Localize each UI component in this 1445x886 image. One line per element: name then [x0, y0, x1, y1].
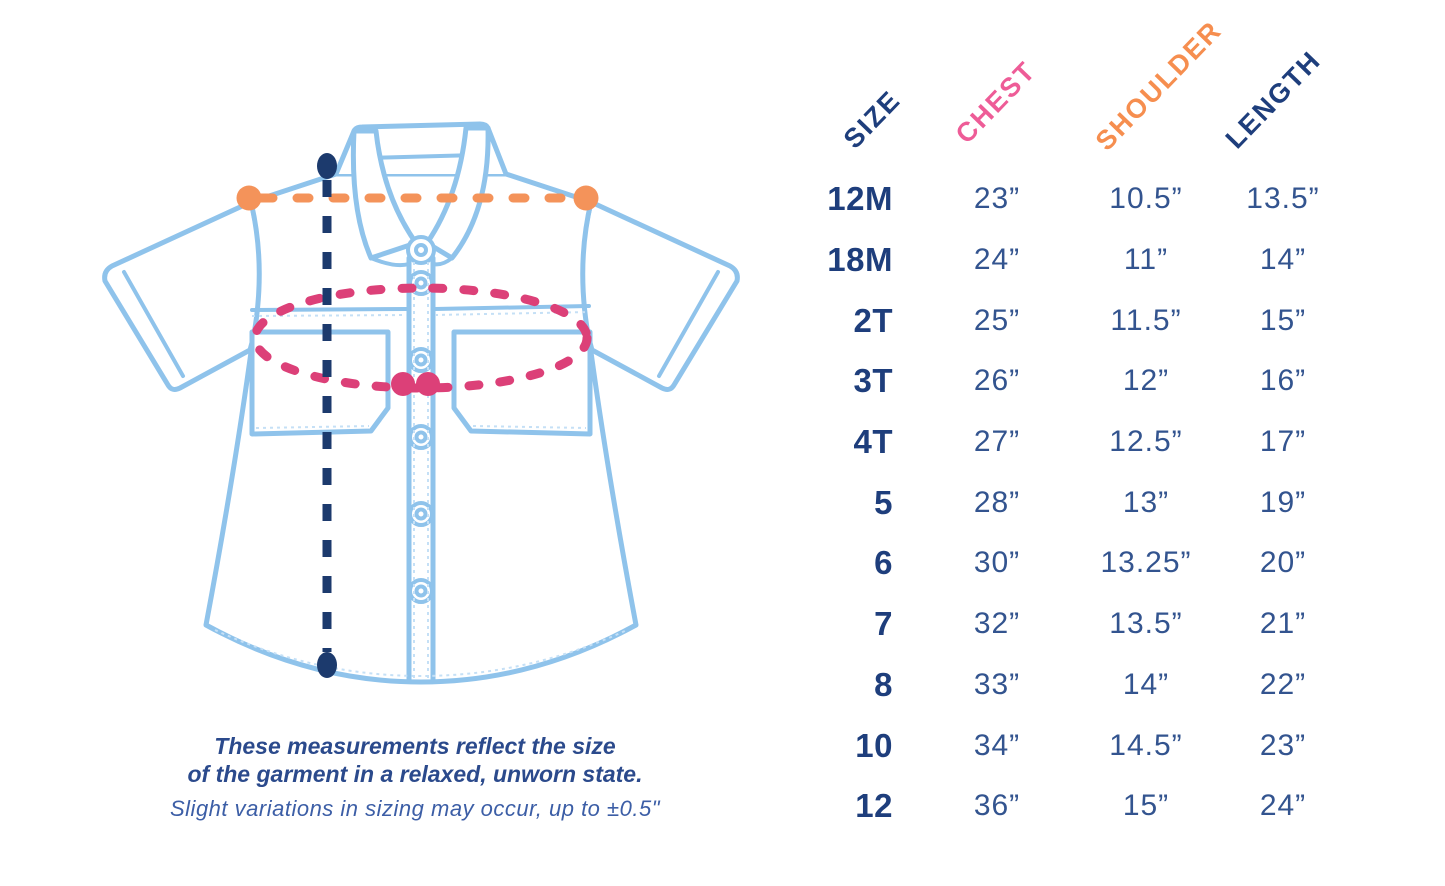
- length-value: 21”: [1259, 607, 1307, 641]
- length-value: 17”: [1259, 425, 1307, 459]
- shoulder-value: 14.5”: [1109, 728, 1183, 762]
- length-value: 13.5”: [1246, 182, 1320, 216]
- column-header-size: SIZE: [837, 84, 907, 155]
- size-label: 6: [874, 544, 893, 582]
- chest-value: 36”: [973, 789, 1021, 823]
- length-measure-dot-top: [317, 153, 337, 179]
- shoulder-value: 13.25”: [1100, 546, 1192, 580]
- size-label: 4T: [853, 423, 893, 461]
- length-measure-dot-bottom: [317, 652, 337, 678]
- shirt-collar-band-inner: [363, 153, 479, 160]
- length-value: 14”: [1259, 243, 1307, 277]
- size-label: 3T: [853, 362, 893, 400]
- chest-value: 34”: [973, 728, 1021, 762]
- length-value: 23”: [1259, 728, 1307, 762]
- shoulder-measure-dot-left: [236, 185, 262, 211]
- chest-value: 23”: [973, 182, 1021, 216]
- shirt-illustration: [102, 121, 740, 685]
- chest-value: 28”: [973, 485, 1021, 519]
- chest-value: 25”: [973, 303, 1021, 337]
- chest-measure-dot-right: [416, 372, 440, 396]
- shirt-neckline: [369, 256, 454, 268]
- note-line-1: These measurements reflect the size: [214, 733, 616, 759]
- size-label: 12M: [827, 180, 893, 218]
- shirt-right-sleeve: [579, 199, 740, 392]
- column-header-chest: CHEST: [949, 55, 1042, 150]
- note-line-2: of the garment in a relaxed, unworn stat…: [187, 761, 643, 787]
- size-label: 2T: [853, 301, 893, 339]
- shirt-right-pocket: [451, 329, 593, 437]
- shirt-left-pocket: [249, 329, 391, 437]
- column-header-length: LENGTH: [1219, 44, 1327, 155]
- chest-measure-dot-left: [391, 372, 415, 396]
- length-value: 16”: [1259, 364, 1307, 398]
- shoulder-value: 12”: [1122, 364, 1170, 398]
- length-value: 15”: [1259, 303, 1307, 337]
- length-measure: [317, 153, 337, 678]
- shirt-left-cuff-line: [122, 270, 185, 378]
- shoulder-value: 11”: [1123, 243, 1169, 277]
- chest-value: 24”: [973, 243, 1021, 277]
- size-label: 8: [874, 665, 893, 703]
- chest-value: 26”: [973, 364, 1021, 398]
- shoulder-value: 11.5”: [1110, 303, 1182, 337]
- shoulder-value: 15”: [1122, 789, 1170, 823]
- length-value: 19”: [1259, 485, 1307, 519]
- shirt-placket: [406, 255, 436, 684]
- length-value: 22”: [1259, 667, 1307, 701]
- shirt-left-sleeve: [102, 199, 263, 392]
- shoulder-measure-dot-right: [573, 185, 599, 211]
- size-table: 12M 23” 10.5” 13.5” 18M 24” 11” 14” 2T 2…: [775, 169, 1375, 837]
- size-label: 5: [874, 483, 893, 521]
- chest-value: 33”: [973, 667, 1021, 701]
- length-value: 24”: [1259, 789, 1307, 823]
- chest-value: 32”: [973, 607, 1021, 641]
- chest-value: 27”: [973, 425, 1021, 459]
- shoulder-value: 13”: [1122, 485, 1170, 519]
- size-label: 7: [874, 605, 893, 643]
- note-line-3: Slight variations in sizing may occur, u…: [170, 796, 660, 821]
- size-label: 12: [855, 787, 893, 825]
- size-label: 18M: [827, 241, 893, 279]
- shoulder-value: 12.5”: [1109, 425, 1183, 459]
- length-value: 20”: [1259, 546, 1307, 580]
- size-label: 10: [855, 726, 893, 764]
- chest-measure: [250, 283, 592, 396]
- shoulder-measure: [236, 185, 599, 211]
- column-header-shoulder: SHOULDER: [1089, 14, 1228, 157]
- chest-value: 30”: [973, 546, 1021, 580]
- shirt-buttons: [406, 235, 436, 604]
- measurement-note: These measurements reflect the size of t…: [65, 732, 765, 822]
- shoulder-value: 13.5”: [1109, 607, 1183, 641]
- shoulder-value: 10.5”: [1109, 182, 1183, 216]
- shoulder-value: 14”: [1122, 667, 1170, 701]
- shirt-right-cuff-line: [657, 270, 720, 378]
